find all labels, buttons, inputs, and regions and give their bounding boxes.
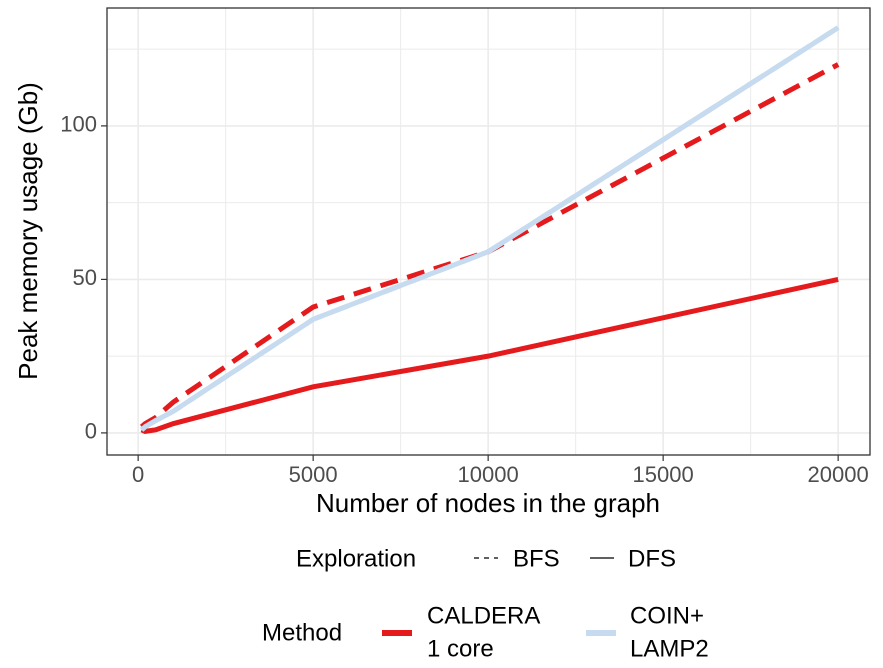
x-tick-label: 20000 <box>808 462 869 487</box>
x-tick-label: 10000 <box>458 462 519 487</box>
legend-label: CALDERA <box>427 602 540 629</box>
x-tick-label: 15000 <box>633 462 694 487</box>
y-axis-title: Peak memory usage (Gb) <box>13 82 43 380</box>
legend-label: LAMP2 <box>630 635 709 662</box>
series-line <box>140 25 840 432</box>
x-tick-label: 0 <box>132 462 144 487</box>
x-tick-label: 5000 <box>289 462 338 487</box>
x-axis-title: Number of nodes in the graph <box>316 488 660 518</box>
y-tick-label: 50 <box>73 265 97 290</box>
plot-border <box>106 7 871 456</box>
series-line <box>140 25 840 432</box>
series-line <box>140 276 839 434</box>
series-line <box>140 62 840 429</box>
legend-title: Method <box>262 619 342 646</box>
plot-area <box>107 8 870 455</box>
legend-label: BFS <box>513 545 560 572</box>
legend-label: 1 core <box>427 635 494 662</box>
y-tick-label: 0 <box>85 419 97 444</box>
legend-title: Exploration <box>296 545 416 572</box>
legend-label: DFS <box>628 545 676 572</box>
legend-label: COIN+ <box>630 602 704 629</box>
y-tick-label: 100 <box>60 112 97 137</box>
